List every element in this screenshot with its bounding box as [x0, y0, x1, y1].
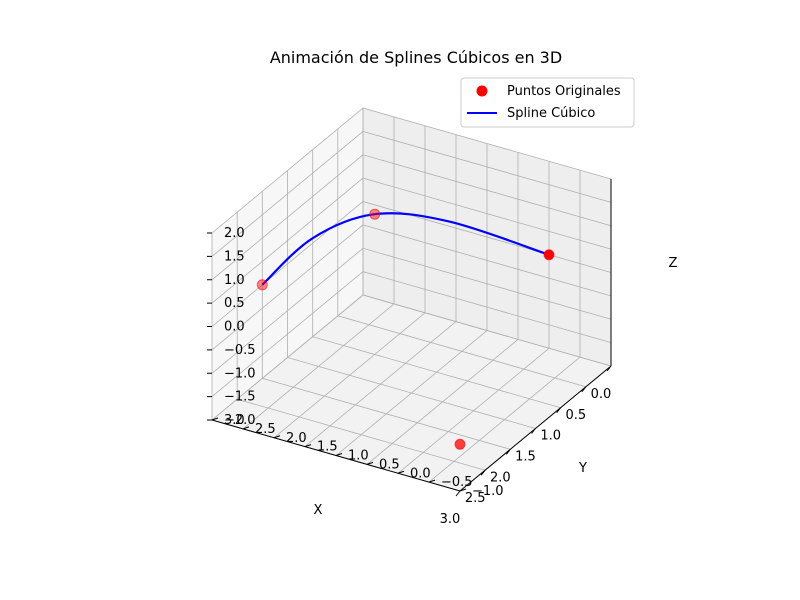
y-tick [242, 426, 250, 430]
grid-line-z [211, 247, 612, 374]
y-tick [335, 453, 343, 456]
x-tick-label: 0.0 [591, 387, 612, 402]
x-tick [606, 365, 612, 372]
chart-title: Animación de Splines Cúbicos en 3D [270, 48, 562, 67]
z-tick-label: 1.5 [224, 249, 245, 264]
grid-line-z [211, 294, 612, 421]
y-tick [459, 488, 467, 492]
y-tick-label: 0.5 [379, 457, 400, 472]
x-tick [556, 407, 562, 413]
grid-line-z [211, 177, 612, 304]
y-tick-label: 0.0 [410, 466, 431, 481]
y-tick [428, 479, 436, 483]
y-tick-label: −0.5 [441, 475, 473, 490]
grid-line-z [211, 271, 612, 397]
grid-line-z [211, 130, 612, 257]
z-tick-label: −0.5 [224, 343, 256, 358]
y-tick [211, 417, 219, 421]
spline-curve [261, 212, 550, 286]
z-tick-label: −1.0 [224, 366, 256, 381]
y-tick-label: 1.0 [348, 449, 369, 464]
x-tick [581, 386, 587, 393]
legend: Puntos Originales Spline Cúbico [460, 77, 635, 128]
x-tick-label: 1.0 [540, 429, 561, 444]
x-tick [455, 490, 461, 497]
x-tick [480, 469, 486, 476]
grid-line-z [211, 224, 612, 351]
x-tick-label: 3.0 [440, 512, 461, 527]
legend-label-scatter: Puntos Originales [507, 84, 621, 99]
tick-marks: 0.00.51.01.52.02.53.0−1.0−0.50.00.51.01.… [207, 226, 612, 527]
y-tick-label: 2.5 [255, 422, 276, 437]
y-tick [273, 435, 281, 439]
grid-line-z [211, 154, 612, 281]
x-tick-label: 1.5 [515, 450, 536, 465]
legend-box [460, 77, 635, 128]
y-tick-label: −1.0 [472, 484, 504, 499]
y-tick-label: 3.0 [224, 413, 245, 428]
x-tick-label: 2.0 [490, 470, 511, 485]
grid-line-z [211, 107, 612, 234]
y-tick [397, 470, 405, 474]
z-tick-label: 0.0 [224, 320, 245, 335]
z-axis-label: Z [669, 256, 678, 271]
z-tick-label: 1.0 [224, 273, 245, 288]
y-axis-label: Y [578, 461, 587, 476]
y-tick [304, 444, 312, 448]
z-tick-label: 0.5 [224, 296, 245, 311]
scatter-point [543, 249, 555, 261]
plot-data [256, 208, 555, 450]
z-tick-label: −2.0 [224, 413, 256, 428]
y-tick-label: 1.5 [317, 440, 338, 455]
z-tick-label: −1.5 [224, 390, 256, 405]
x-tick-label: 0.5 [565, 408, 586, 423]
z-tick-label: 2.0 [224, 226, 245, 241]
x-axis-label: X [314, 503, 323, 518]
x-tick [505, 449, 511, 455]
scatter-point [256, 279, 268, 291]
legend-marker-scatter [476, 85, 488, 97]
scatter-point [454, 438, 466, 450]
y-tick-label: 2.0 [286, 431, 307, 446]
legend-label-line: Spline Cúbico [507, 106, 595, 121]
scatter-point [369, 208, 381, 220]
y-tick [366, 461, 374, 465]
x-tick [531, 428, 536, 434]
x-tick-label: 2.5 [465, 491, 486, 506]
